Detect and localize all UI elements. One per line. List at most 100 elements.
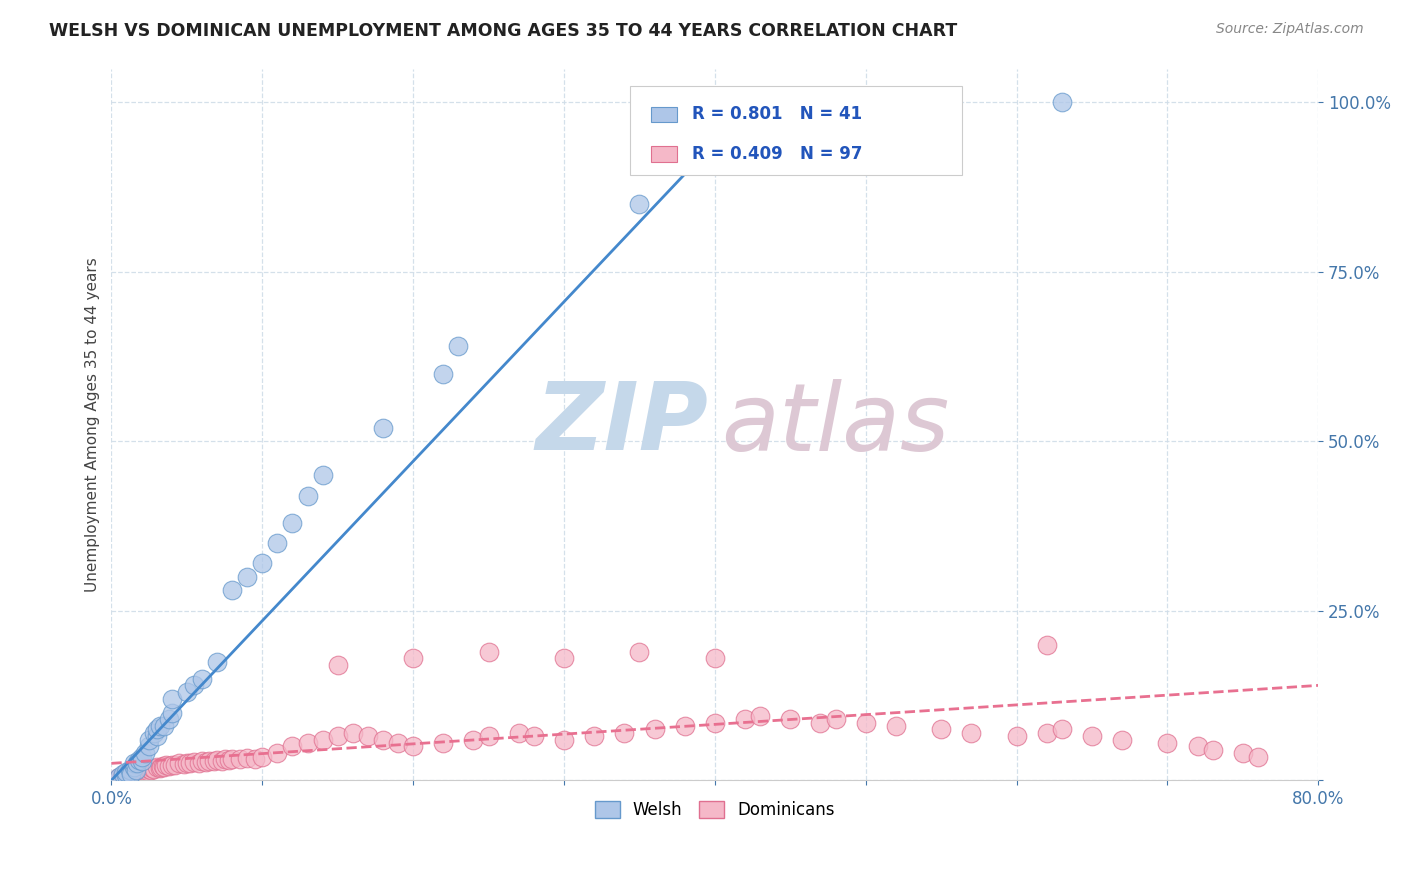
Point — [187, 756, 209, 770]
Point — [176, 685, 198, 699]
Point — [214, 752, 236, 766]
Point — [357, 729, 380, 743]
Point — [122, 765, 145, 780]
Point — [157, 712, 180, 726]
Point — [145, 729, 167, 743]
FancyBboxPatch shape — [651, 107, 678, 122]
Point — [120, 766, 142, 780]
Point — [297, 489, 319, 503]
Point — [138, 762, 160, 776]
Point — [402, 651, 425, 665]
Point — [118, 768, 141, 782]
Point — [138, 739, 160, 754]
Point — [1247, 749, 1270, 764]
Point — [218, 753, 240, 767]
Text: WELSH VS DOMINICAN UNEMPLOYMENT AMONG AGES 35 TO 44 YEARS CORRELATION CHART: WELSH VS DOMINICAN UNEMPLOYMENT AMONG AG… — [49, 22, 957, 40]
Point — [142, 726, 165, 740]
Point — [128, 765, 150, 780]
Point — [1005, 729, 1028, 743]
Point — [508, 726, 530, 740]
Point — [1050, 95, 1073, 110]
Point — [122, 756, 145, 771]
Point — [134, 746, 156, 760]
Point — [149, 761, 172, 775]
Point — [297, 736, 319, 750]
Point — [131, 754, 153, 768]
Legend: Welsh, Dominicans: Welsh, Dominicans — [588, 794, 842, 825]
Point — [236, 570, 259, 584]
Point — [523, 729, 546, 743]
Text: atlas: atlas — [721, 379, 949, 470]
Point — [884, 719, 907, 733]
Point — [108, 770, 131, 784]
Point — [169, 756, 191, 771]
Point — [173, 757, 195, 772]
Point — [108, 770, 131, 784]
Point — [477, 644, 499, 658]
Point — [125, 756, 148, 771]
Point — [749, 709, 772, 723]
Text: R = 0.801   N = 41: R = 0.801 N = 41 — [692, 105, 862, 123]
Point — [824, 712, 846, 726]
Point — [145, 723, 167, 737]
Point — [135, 763, 157, 777]
Point — [179, 756, 201, 771]
Point — [673, 719, 696, 733]
Point — [855, 715, 877, 730]
Point — [266, 536, 288, 550]
Point — [1202, 743, 1225, 757]
Text: Source: ZipAtlas.com: Source: ZipAtlas.com — [1216, 22, 1364, 37]
Point — [1187, 739, 1209, 754]
Point — [122, 760, 145, 774]
Point — [447, 339, 470, 353]
Point — [131, 765, 153, 780]
Point — [211, 754, 233, 768]
Point — [553, 651, 575, 665]
Point — [117, 767, 139, 781]
Point — [810, 715, 832, 730]
Point — [583, 729, 606, 743]
Point — [183, 755, 205, 769]
Point — [150, 760, 173, 774]
Point — [371, 732, 394, 747]
Point — [1035, 638, 1057, 652]
Text: ZIP: ZIP — [536, 378, 709, 470]
Point — [1081, 729, 1104, 743]
Point — [124, 763, 146, 777]
Point — [644, 723, 666, 737]
Point — [120, 766, 142, 780]
Point — [191, 754, 214, 768]
Point — [149, 719, 172, 733]
Point — [734, 712, 756, 726]
Point — [281, 516, 304, 530]
Point — [114, 769, 136, 783]
Text: R = 0.409   N = 97: R = 0.409 N = 97 — [692, 145, 862, 162]
Point — [152, 759, 174, 773]
Point — [153, 760, 176, 774]
Point — [142, 763, 165, 777]
Point — [112, 766, 135, 780]
Point — [281, 739, 304, 754]
Point — [432, 736, 454, 750]
Point — [138, 732, 160, 747]
Point — [160, 706, 183, 720]
Point — [176, 756, 198, 770]
Point — [387, 736, 409, 750]
Point — [160, 692, 183, 706]
Point — [228, 752, 250, 766]
Point — [779, 712, 801, 726]
Point — [115, 768, 138, 782]
Point — [326, 658, 349, 673]
Point — [1156, 736, 1178, 750]
Point — [136, 764, 159, 778]
Point — [153, 719, 176, 733]
Point — [129, 764, 152, 778]
Point — [221, 583, 243, 598]
Point — [157, 759, 180, 773]
Point — [155, 758, 177, 772]
Point — [195, 755, 218, 769]
Point — [613, 726, 636, 740]
Point — [477, 729, 499, 743]
Point — [141, 761, 163, 775]
Point — [929, 723, 952, 737]
